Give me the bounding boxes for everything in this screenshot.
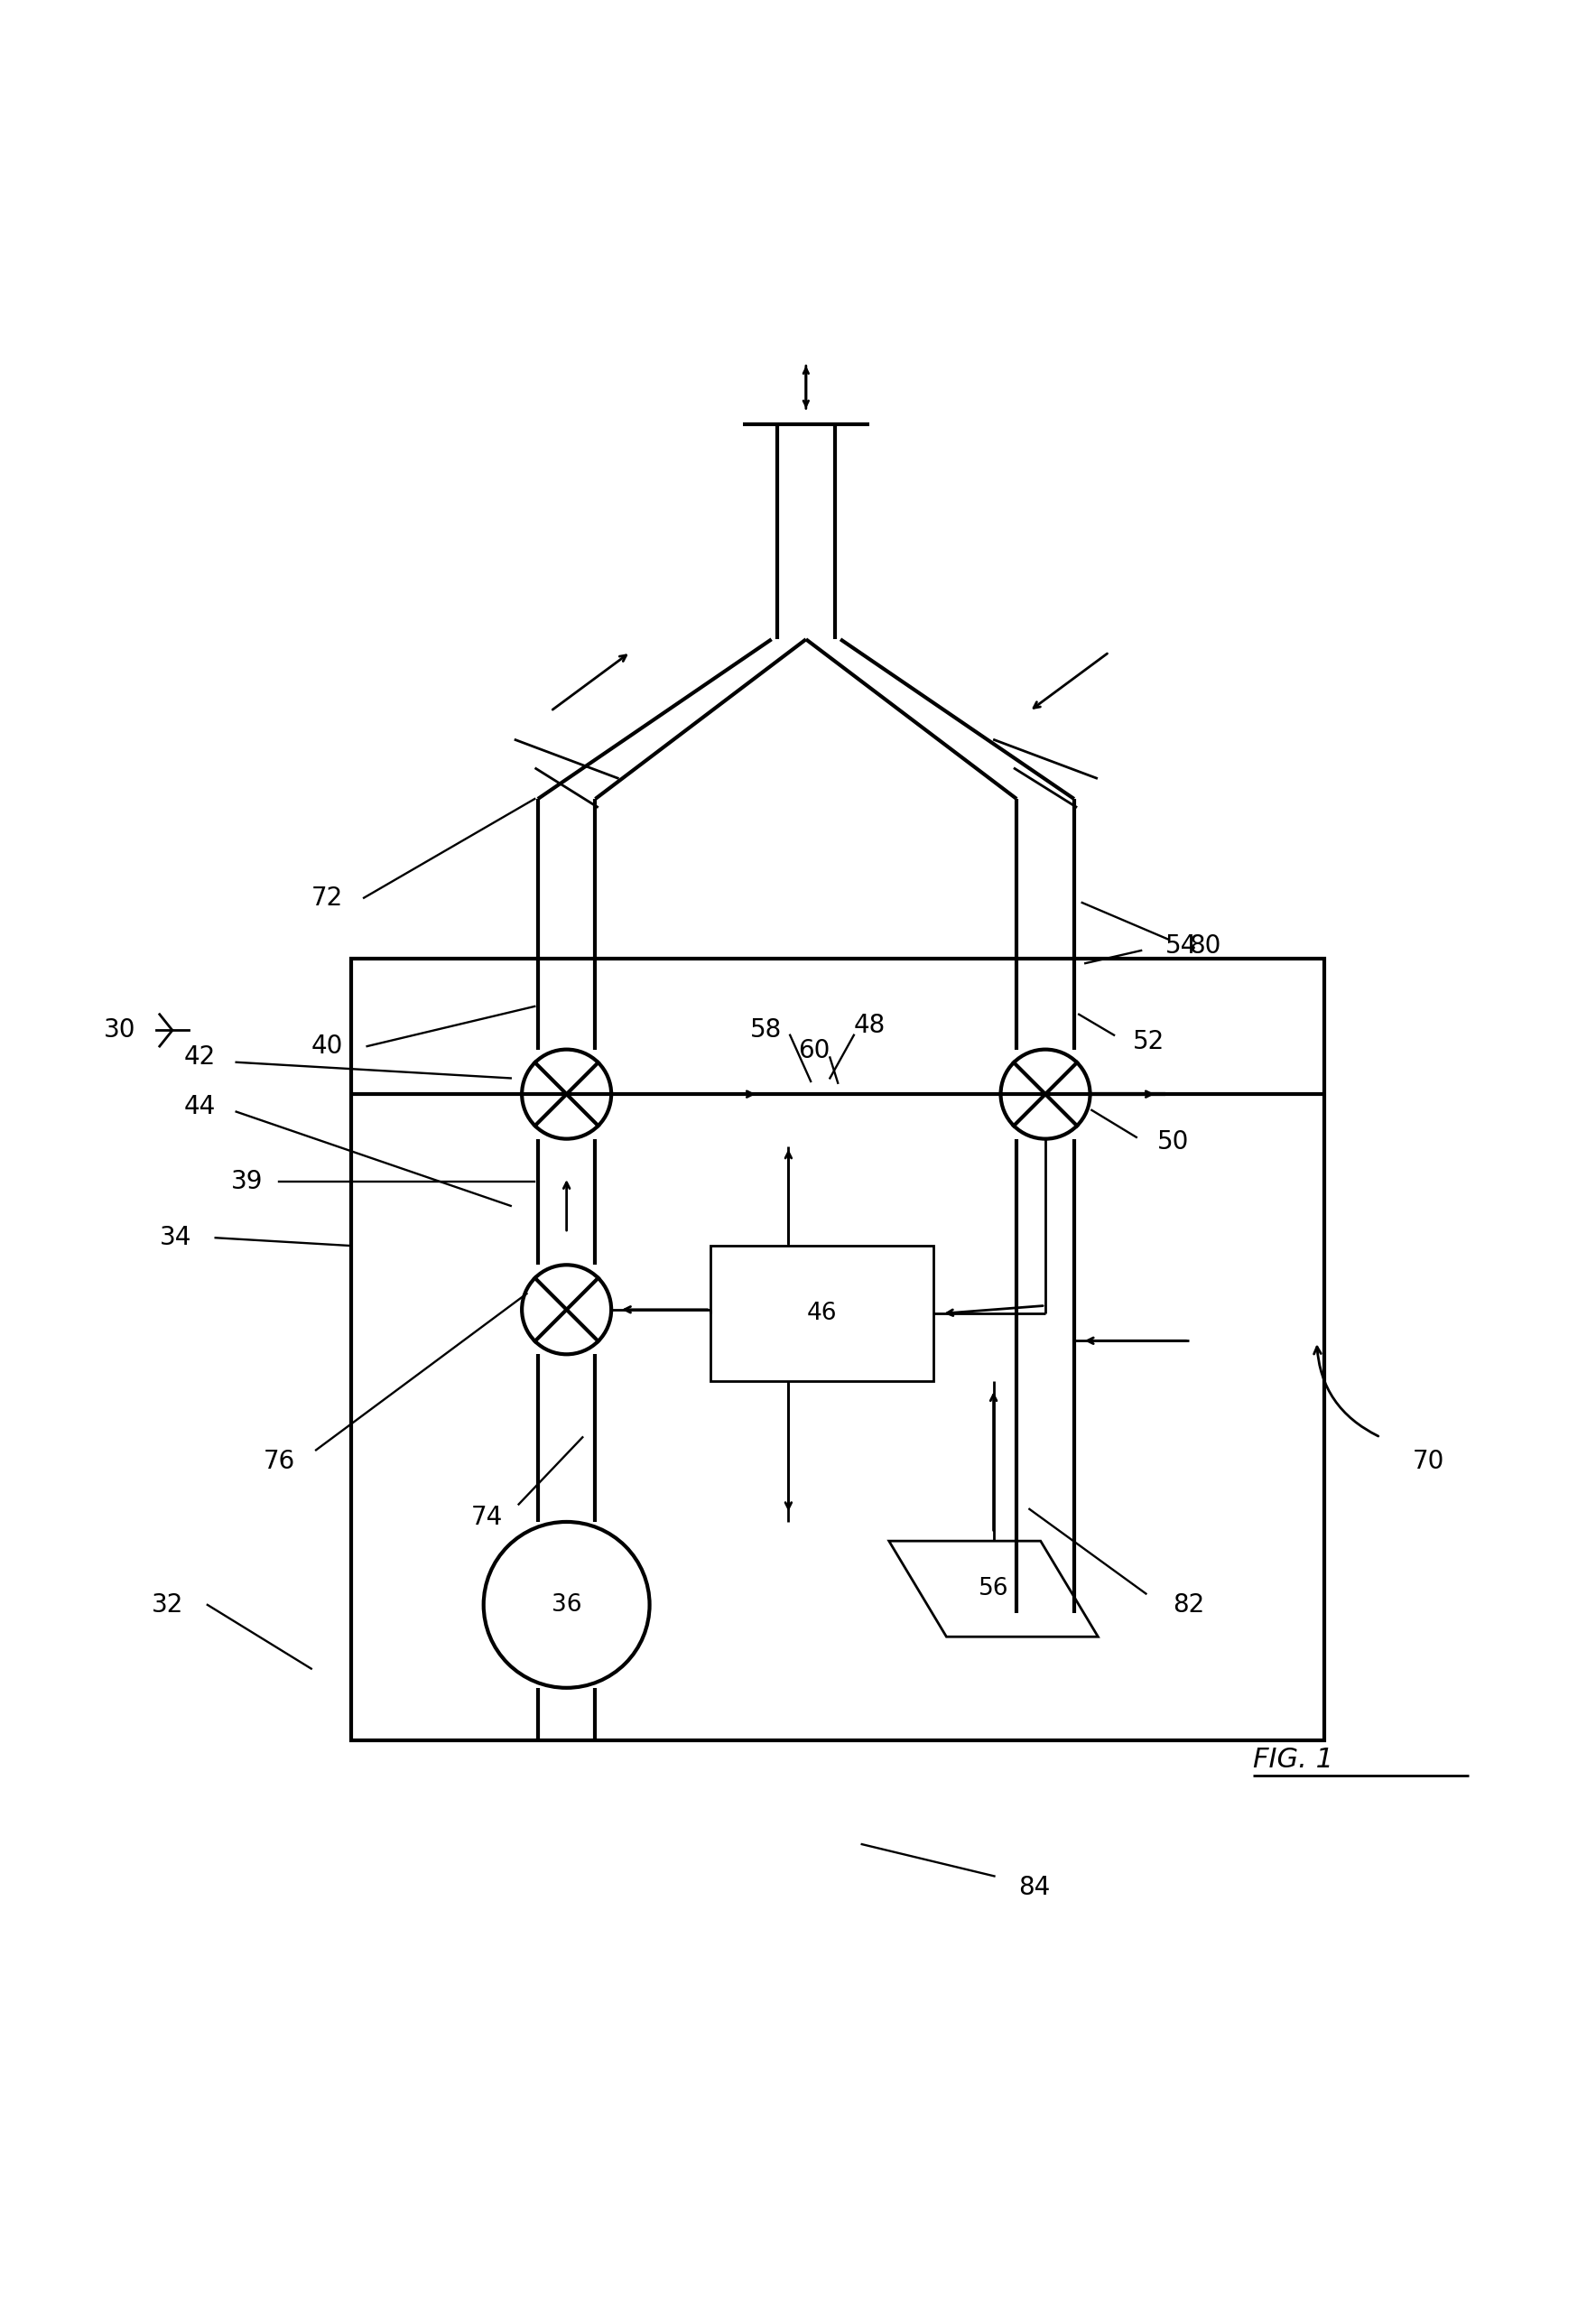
Text: 72: 72 (311, 886, 343, 911)
Text: 30: 30 (104, 1017, 136, 1042)
Text: 60: 60 (798, 1037, 830, 1063)
Text: FIG. 1: FIG. 1 (1253, 1746, 1333, 1773)
Text: 48: 48 (854, 1012, 886, 1037)
Text: 76: 76 (263, 1449, 295, 1474)
Text: 52: 52 (1133, 1028, 1165, 1053)
Text: 36: 36 (552, 1594, 581, 1617)
Text: 32: 32 (152, 1592, 184, 1617)
Text: 80: 80 (1189, 934, 1221, 959)
Text: 70: 70 (1412, 1449, 1444, 1474)
Text: 84: 84 (1018, 1874, 1050, 1900)
Text: 54: 54 (1165, 934, 1197, 959)
Text: 39: 39 (231, 1168, 263, 1194)
Text: 58: 58 (750, 1017, 782, 1042)
Text: 56: 56 (978, 1578, 1009, 1601)
Text: 46: 46 (808, 1302, 836, 1325)
Text: 50: 50 (1157, 1129, 1189, 1155)
Bar (710, 1247, 934, 1382)
Text: 74: 74 (471, 1504, 503, 1530)
Text: 40: 40 (311, 1033, 343, 1058)
Text: 34: 34 (160, 1226, 192, 1251)
Text: 44: 44 (184, 1095, 215, 1120)
Text: 42: 42 (184, 1044, 215, 1070)
Text: 82: 82 (1173, 1592, 1205, 1617)
